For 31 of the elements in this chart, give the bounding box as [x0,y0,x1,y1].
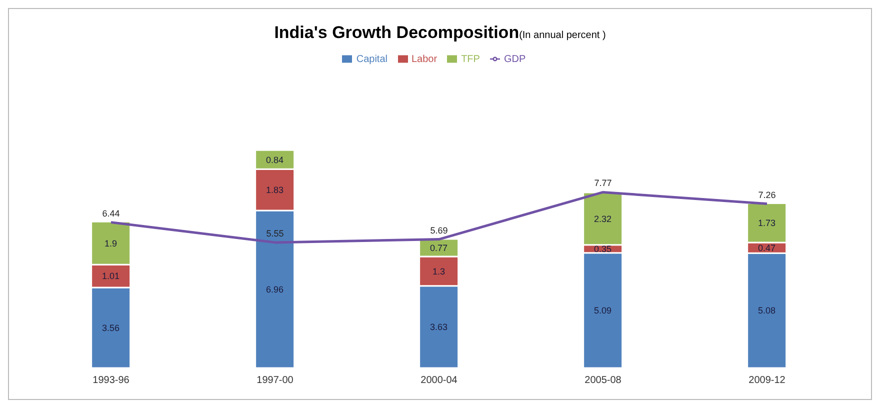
legend-label: Capital [356,54,388,65]
legend-label: Labor [412,54,438,65]
x-tick-label: 2005-08 [584,375,622,386]
data-label: 3.63 [430,322,448,332]
data-label: 1.01 [102,271,120,282]
data-label: 1.9 [104,238,118,248]
data-label: 7.26 [758,190,776,200]
data-label: 0.47 [758,242,776,253]
x-tick-label: 2009-12 [748,375,786,386]
data-label: 0.77 [430,242,448,253]
data-label: 1.73 [758,218,776,228]
data-label: 7.77 [594,178,612,188]
data-label: 0.84 [266,154,284,165]
legend-label: GDP [504,54,526,65]
data-label: 5.55 [266,228,284,238]
data-label: 5.69 [430,225,448,236]
legend-label: TFP [461,54,480,65]
data-label: 6.44 [102,208,120,218]
data-label: 6.96 [266,284,284,294]
x-tick-label: 1997-00 [256,375,294,386]
chart-title: India's Growth Decomposition [274,23,520,42]
data-label: 2.32 [594,214,612,224]
x-tick-label: 2000-04 [420,375,458,386]
data-label: 5.08 [758,306,776,316]
data-label: 1.3 [432,266,446,276]
data-label: 3.56 [102,322,120,333]
x-tick-label: 1993-96 [92,375,130,386]
data-label: 1.83 [266,185,284,196]
text: (In annual percent ) [519,30,606,41]
data-label: 5.09 [594,306,612,316]
data-label: 0.35 [594,244,612,254]
